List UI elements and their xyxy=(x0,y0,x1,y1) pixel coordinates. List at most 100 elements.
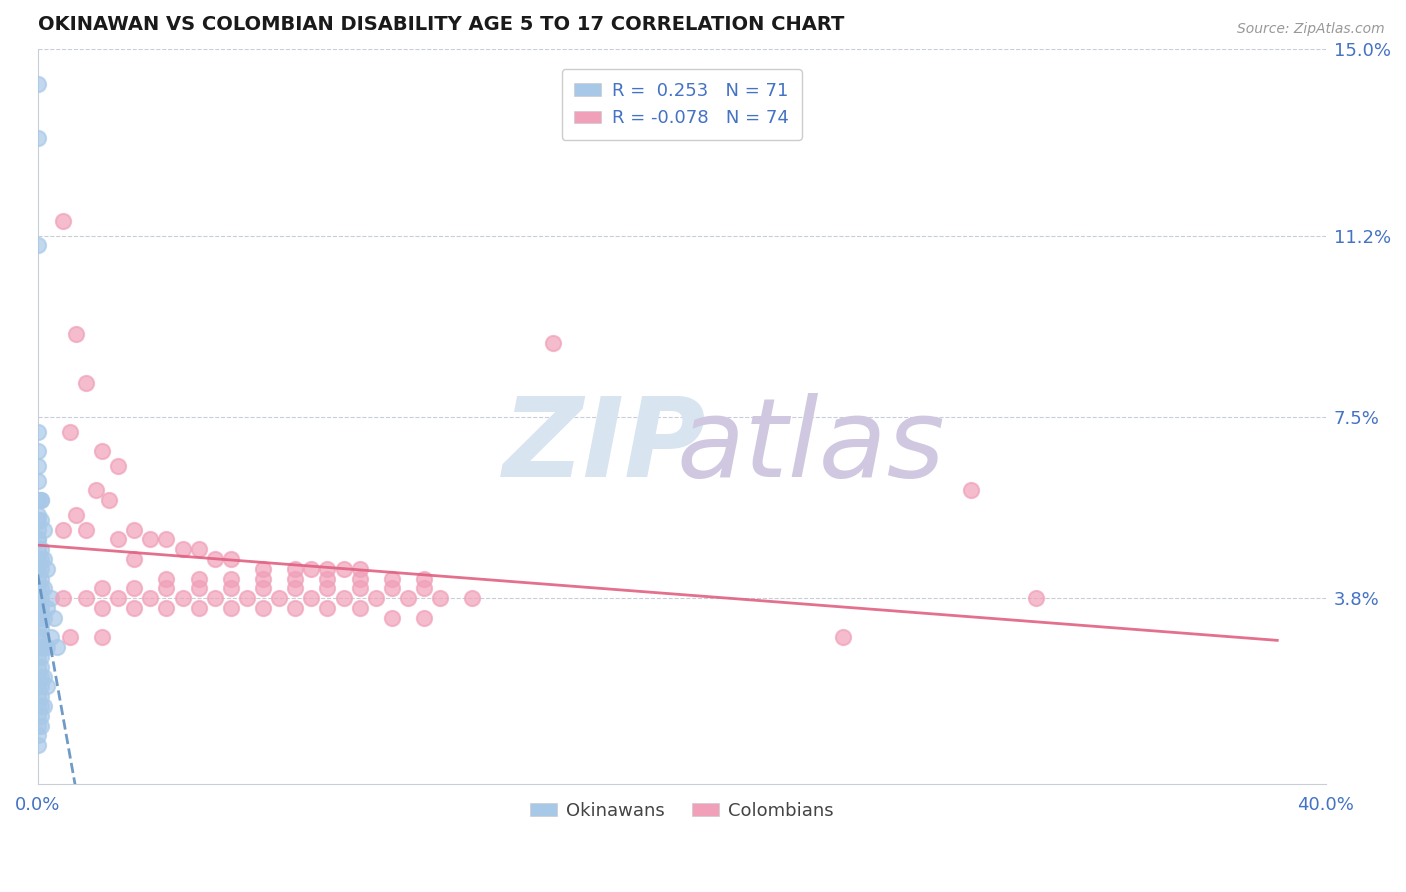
Point xyxy=(27,474,49,488)
Point xyxy=(155,572,177,586)
Point xyxy=(187,601,209,615)
Point xyxy=(27,513,49,527)
Point xyxy=(27,621,49,635)
Point xyxy=(30,690,52,704)
Point xyxy=(27,738,49,752)
Point xyxy=(124,582,146,596)
Point xyxy=(30,660,52,674)
Point xyxy=(32,523,55,537)
Point xyxy=(349,601,371,615)
Point xyxy=(32,582,55,596)
Point xyxy=(30,621,52,635)
Point xyxy=(42,611,65,625)
Point xyxy=(364,591,387,606)
Point xyxy=(91,444,114,458)
Point xyxy=(65,508,87,522)
Point xyxy=(155,582,177,596)
Point xyxy=(30,631,52,645)
Point xyxy=(27,680,49,694)
Point xyxy=(27,444,49,458)
Point xyxy=(219,601,242,615)
Point xyxy=(27,533,49,547)
Point xyxy=(124,601,146,615)
Point xyxy=(172,542,194,557)
Point xyxy=(59,425,82,439)
Point xyxy=(284,601,307,615)
Point xyxy=(219,572,242,586)
Point xyxy=(461,591,484,606)
Point xyxy=(30,718,52,732)
Point xyxy=(27,709,49,723)
Point xyxy=(27,425,49,439)
Point xyxy=(27,542,49,557)
Point xyxy=(204,591,226,606)
Point xyxy=(32,640,55,655)
Point xyxy=(27,601,49,615)
Point xyxy=(30,562,52,576)
Point xyxy=(30,640,52,655)
Point xyxy=(107,533,129,547)
Point xyxy=(172,591,194,606)
Text: Source: ZipAtlas.com: Source: ZipAtlas.com xyxy=(1237,22,1385,37)
Point xyxy=(413,582,436,596)
Legend: Okinawans, Colombians: Okinawans, Colombians xyxy=(523,795,841,827)
Point xyxy=(52,591,75,606)
Point xyxy=(27,699,49,714)
Point xyxy=(30,699,52,714)
Point xyxy=(27,611,49,625)
Point xyxy=(204,552,226,566)
Point xyxy=(332,591,354,606)
Point xyxy=(27,728,49,742)
Point xyxy=(139,533,162,547)
Point xyxy=(84,483,107,498)
Point xyxy=(39,591,62,606)
Point xyxy=(30,493,52,508)
Point xyxy=(219,582,242,596)
Point xyxy=(75,523,97,537)
Point xyxy=(187,542,209,557)
Point xyxy=(37,562,59,576)
Point xyxy=(541,336,564,351)
Point xyxy=(252,601,274,615)
Point xyxy=(27,572,49,586)
Point xyxy=(37,601,59,615)
Point xyxy=(30,493,52,508)
Point xyxy=(30,709,52,723)
Point xyxy=(37,640,59,655)
Point xyxy=(155,601,177,615)
Point xyxy=(252,562,274,576)
Point xyxy=(91,582,114,596)
Point xyxy=(27,458,49,473)
Point xyxy=(332,562,354,576)
Point xyxy=(27,631,49,645)
Point xyxy=(960,483,983,498)
Point xyxy=(107,458,129,473)
Point xyxy=(252,582,274,596)
Point xyxy=(32,670,55,684)
Point xyxy=(381,611,404,625)
Point xyxy=(219,552,242,566)
Point xyxy=(413,611,436,625)
Point xyxy=(30,670,52,684)
Point xyxy=(27,591,49,606)
Point xyxy=(139,591,162,606)
Point xyxy=(46,640,69,655)
Point xyxy=(27,508,49,522)
Point xyxy=(52,523,75,537)
Text: atlas: atlas xyxy=(676,392,945,500)
Point xyxy=(97,493,120,508)
Point xyxy=(30,680,52,694)
Point xyxy=(299,562,322,576)
Point xyxy=(59,631,82,645)
Point xyxy=(30,611,52,625)
Point xyxy=(30,572,52,586)
Point xyxy=(27,523,49,537)
Point xyxy=(27,552,49,566)
Point xyxy=(30,542,52,557)
Point xyxy=(27,650,49,665)
Point xyxy=(27,660,49,674)
Point xyxy=(30,513,52,527)
Point xyxy=(413,572,436,586)
Point xyxy=(155,533,177,547)
Point xyxy=(27,690,49,704)
